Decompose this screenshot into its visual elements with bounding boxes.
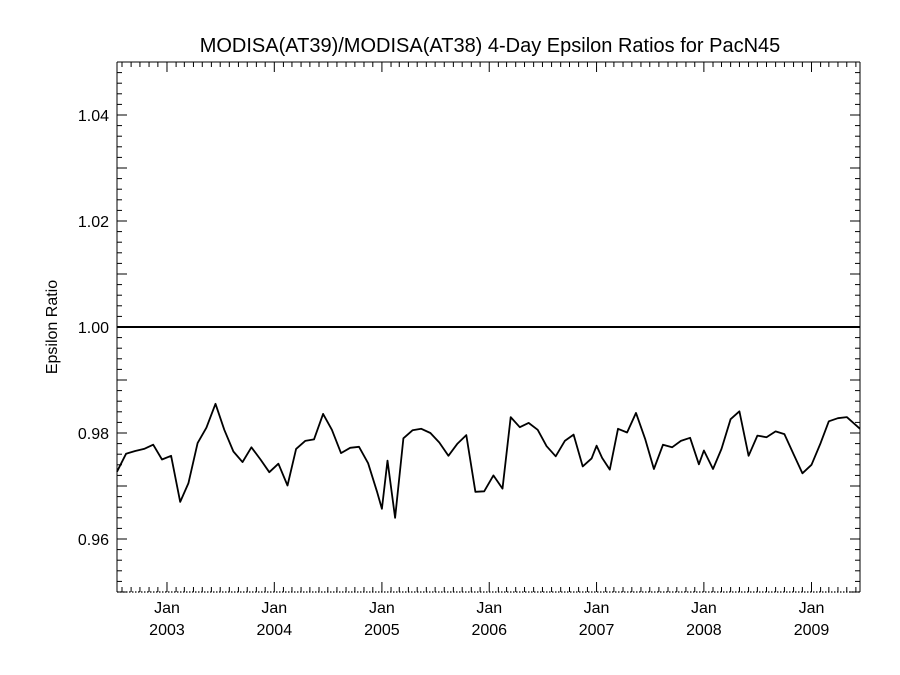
x-tick-label-month: Jan — [476, 600, 502, 617]
y-tick-label: 0.96 — [78, 532, 109, 549]
y-tick-label: 1.02 — [78, 214, 109, 231]
x-tick-label-month: Jan — [369, 600, 395, 617]
x-tick-label-year: 2008 — [686, 622, 722, 639]
x-tick-label-month: Jan — [799, 600, 825, 617]
x-tick-label-year: 2004 — [257, 622, 293, 639]
y-tick-label: 0.98 — [78, 426, 109, 443]
x-tick-label-month: Jan — [154, 600, 180, 617]
y-axis-label: Epsilon Ratio — [44, 280, 61, 374]
y-axis-ticks: 0.96 0.98 1.00 1.02 1.04 — [78, 61, 860, 593]
x-tick-label-year: 2007 — [579, 622, 615, 639]
x-tick-label-year: 2009 — [794, 622, 830, 639]
x-tick-label-year: 2005 — [364, 622, 400, 639]
x-tick-label-month: Jan — [261, 600, 287, 617]
x-tick-label-year: 2003 — [149, 622, 185, 639]
series-lines — [116, 402, 861, 519]
chart-title: MODISA(AT39)/MODISA(AT38) 4-Day Epsilon … — [200, 35, 781, 57]
x-tick-label-month: Jan — [691, 600, 717, 617]
y-tick-label: 1.00 — [78, 320, 109, 337]
x-tick-label-year: 2006 — [471, 622, 507, 639]
series-line-0 — [116, 402, 861, 519]
y-tick-label: 1.04 — [78, 108, 109, 125]
x-axis-ticks: Jan 2003 Jan 2004 Jan 2005 Jan 2006 Jan 2007 Jan 20… — [121, 62, 857, 639]
x-tick-label-month: Jan — [584, 600, 610, 617]
